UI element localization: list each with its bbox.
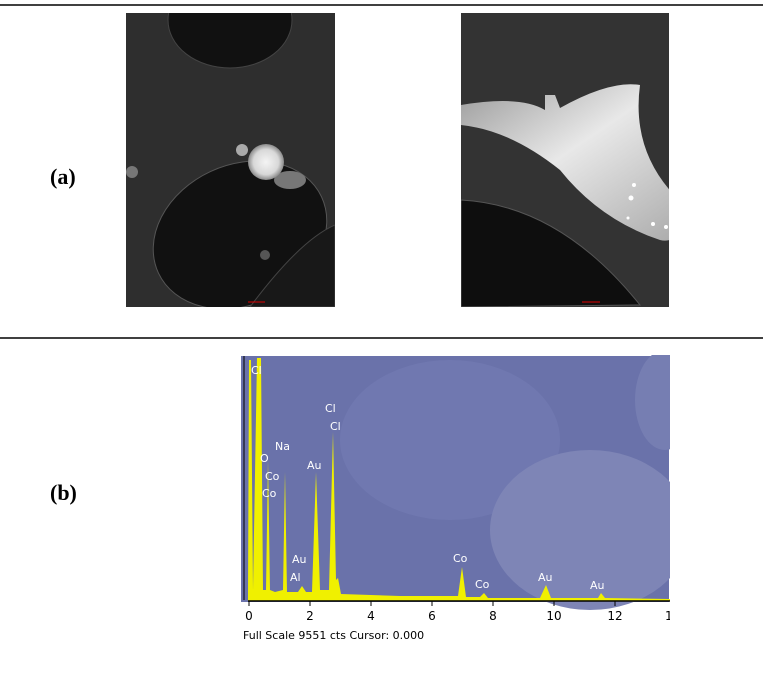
panel-label: (b) xyxy=(50,480,77,505)
peak-label: Al xyxy=(290,571,301,584)
panel-label: (a) xyxy=(50,164,76,189)
figure: (a) (b) xyxy=(0,0,763,678)
peak-label: Na xyxy=(275,440,290,453)
x-tick-label: 12 xyxy=(607,609,622,623)
x-tick-label: 6 xyxy=(428,609,436,623)
peak-label: Co xyxy=(475,578,490,591)
x-tick-label: 8 xyxy=(489,609,497,623)
micrograph xyxy=(461,13,690,307)
peak-label: Co xyxy=(265,470,280,483)
peak-label: Cl xyxy=(251,364,262,377)
peak-label: Cl xyxy=(330,420,341,433)
peak-label: Co xyxy=(262,487,277,500)
micrograph xyxy=(126,0,351,336)
figure-canvas: (a) (b) xyxy=(0,0,763,678)
peak-label: Au xyxy=(538,571,553,584)
x-tick-label: 1 xyxy=(665,609,673,623)
x-tick-label: 2 xyxy=(306,609,314,623)
peak-label: Au xyxy=(307,459,322,472)
spectrum-footer: Full Scale 9551 cts Cursor: 0.000 xyxy=(243,629,424,642)
peak-label: Au xyxy=(590,579,605,592)
peak-label: Au xyxy=(292,553,307,566)
x-tick-label: 0 xyxy=(245,609,253,623)
x-tick-label: 10 xyxy=(546,609,561,623)
spectrum: Cl Cl Cl Na O Co Co Au Au Al Co Co Au Au… xyxy=(240,350,695,651)
peak-label: Cl xyxy=(325,402,336,415)
peak-label: Co xyxy=(453,552,468,565)
peak-label: O xyxy=(260,452,269,465)
x-tick-label: 4 xyxy=(367,609,375,623)
